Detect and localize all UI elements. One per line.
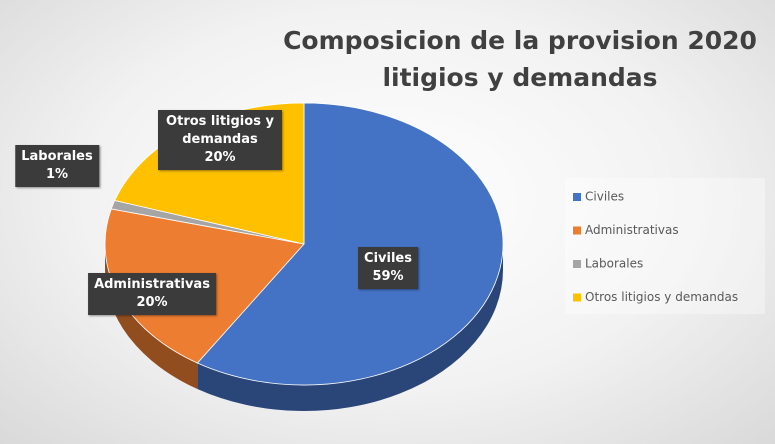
slice-side [105, 244, 198, 390]
data-label: Otros litigios y demandas 20% [158, 110, 282, 170]
legend-label: Civiles [585, 190, 624, 204]
legend-swatch [573, 260, 581, 268]
legend-label: Laborales [585, 257, 643, 271]
legend-swatch [573, 193, 581, 201]
legend-swatch [573, 293, 581, 302]
label-category: Administrativas [94, 277, 210, 292]
data-label: Laborales 1% [15, 145, 99, 187]
slice-side [197, 244, 503, 411]
legend-box [565, 178, 765, 314]
slice [196, 102, 504, 386]
label-value: 20% [136, 295, 168, 310]
label-value: 20% [204, 150, 236, 165]
legend-label: Administrativas [585, 223, 679, 237]
label-category: Laborales [21, 149, 93, 164]
label-value: 1% [45, 167, 69, 182]
label-category: Civiles [364, 251, 412, 266]
chart-title: Composicion de la provision 2020 litigio… [283, 26, 757, 92]
legend-swatch [573, 226, 581, 235]
label-value: 59% [372, 269, 404, 284]
data-label: Administrativas 20% [88, 273, 216, 315]
label-category: Otros litigios y demandas [166, 114, 274, 147]
legend-label: Otros litigios y demandas [585, 290, 738, 304]
data-label: Civiles 59% [358, 247, 418, 289]
